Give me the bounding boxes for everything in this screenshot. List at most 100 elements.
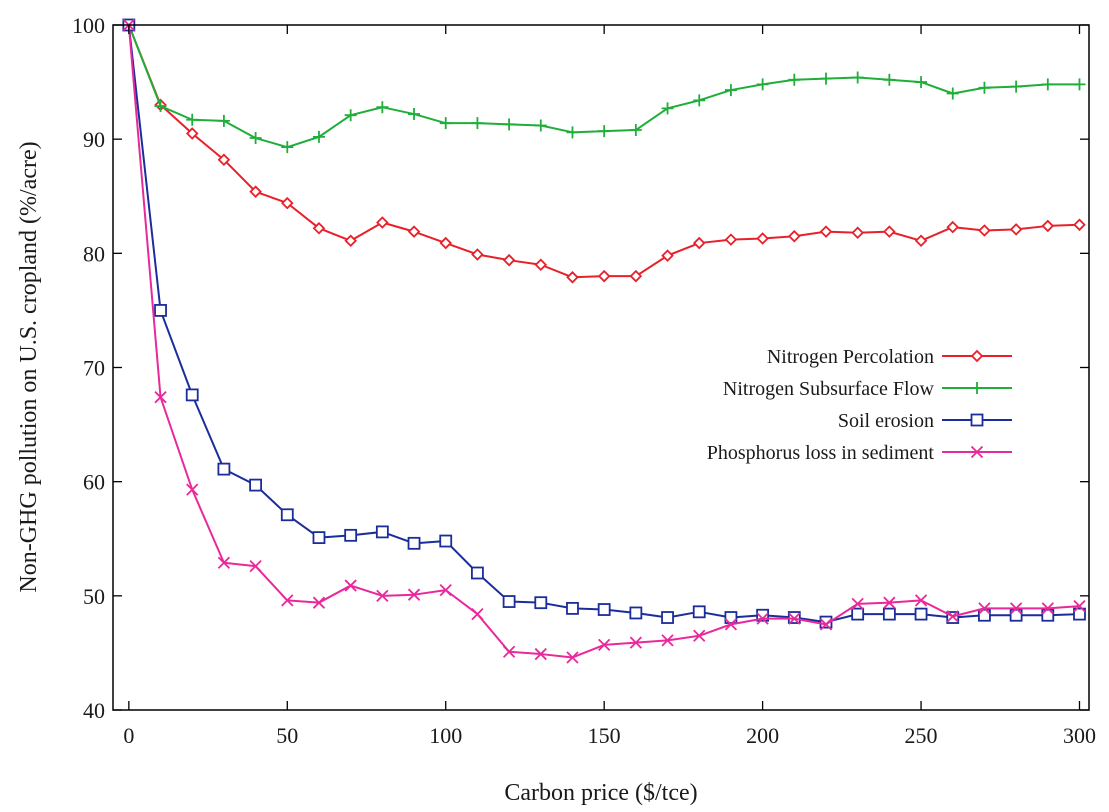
data-point [471, 607, 484, 621]
data-point [154, 391, 167, 404]
data-point [946, 610, 959, 623]
data-point [375, 525, 389, 539]
data-point [407, 588, 421, 601]
x-axis: 0 50 100 150 200 250 300 [123, 25, 1096, 748]
data-point [1073, 607, 1086, 621]
data-point [471, 248, 484, 261]
data-point [249, 560, 262, 573]
data-point [819, 225, 833, 238]
data-point [819, 618, 833, 631]
y-axis-label: Non-GHG pollution on U.S. cropland (%/ac… [16, 141, 42, 592]
data-point [217, 114, 230, 127]
data-point [534, 596, 548, 610]
data-point [439, 534, 453, 548]
data-point [978, 608, 991, 622]
data-point [882, 607, 896, 621]
data-point [186, 113, 199, 126]
data-point [185, 127, 199, 140]
data-point [851, 597, 864, 610]
data-point [598, 125, 611, 138]
data-point [534, 258, 548, 272]
data-point [439, 583, 452, 597]
data-point [344, 234, 357, 248]
y-tick-label: 80 [83, 241, 105, 266]
data-point [598, 638, 611, 652]
legend-item-phosphorus-loss-in-sediment: Phosphorus loss in sediment [707, 442, 1012, 464]
data-point [186, 483, 199, 496]
data-point [312, 221, 326, 235]
data-point [376, 589, 389, 602]
data-point [1010, 80, 1023, 93]
data-point [597, 603, 611, 616]
data-point [312, 531, 326, 545]
data-point [724, 233, 738, 246]
data-point [1073, 599, 1086, 613]
data-point [1041, 608, 1055, 622]
legend-swatch-marker [970, 413, 984, 427]
data-point [154, 304, 167, 317]
data-point [407, 536, 421, 550]
x-tick-label: 200 [746, 723, 779, 748]
data-point [788, 229, 801, 243]
x-tick-label: 0 [123, 723, 134, 748]
data-point [534, 647, 547, 661]
legend-label: Nitrogen Percolation [767, 346, 934, 368]
data-point [661, 634, 674, 647]
data-point [692, 605, 706, 619]
data-point [281, 196, 294, 210]
data-point [566, 651, 579, 664]
data-point [249, 132, 262, 145]
data-point [344, 528, 358, 542]
legend: Nitrogen Percolation Nitrogen Subsurface … [707, 346, 1012, 464]
data-point [1009, 223, 1023, 236]
data-point [502, 645, 516, 658]
data-point [1041, 219, 1055, 233]
data-point [724, 618, 738, 631]
series-layer [122, 18, 1086, 664]
y-tick-label: 90 [83, 127, 105, 152]
legend-swatch-marker [971, 382, 983, 394]
data-point [312, 596, 326, 609]
data-point [566, 271, 579, 284]
data-point [819, 615, 833, 629]
legend-label: Phosphorus loss in sediment [707, 442, 935, 464]
data-point [408, 108, 421, 121]
data-point [883, 73, 896, 86]
data-point [883, 596, 896, 609]
data-point [1009, 608, 1023, 622]
data-point [376, 101, 389, 114]
data-point [946, 220, 960, 234]
data-point [851, 71, 864, 84]
data-point [851, 226, 864, 240]
data-point [692, 236, 706, 250]
data-point [249, 185, 262, 198]
data-point [439, 117, 452, 130]
x-tick-label: 100 [429, 723, 462, 748]
data-point [217, 153, 231, 166]
series-nitrogen-percolation [122, 18, 1086, 284]
data-point [502, 253, 516, 267]
x-tick-label: 300 [1063, 723, 1096, 748]
data-point [756, 608, 770, 622]
data-point [629, 124, 642, 137]
data-point [280, 508, 294, 522]
data-point [788, 612, 801, 625]
data-point [217, 556, 231, 569]
data-point [185, 388, 199, 402]
y-tick-label: 100 [72, 13, 105, 38]
data-point [281, 141, 294, 154]
y-tick-label: 60 [83, 470, 105, 495]
data-point [439, 236, 453, 250]
y-axis: 40 50 60 70 80 90 100 [72, 13, 1089, 723]
series-soil-erosion [122, 18, 1086, 629]
legend-item-soil-erosion: Soil erosion [838, 410, 1012, 432]
data-point [1041, 602, 1054, 615]
data-point [724, 84, 737, 97]
data-point [344, 579, 357, 592]
data-point [534, 119, 547, 132]
data-point [471, 117, 484, 130]
data-point [914, 607, 928, 621]
data-point [566, 601, 579, 615]
